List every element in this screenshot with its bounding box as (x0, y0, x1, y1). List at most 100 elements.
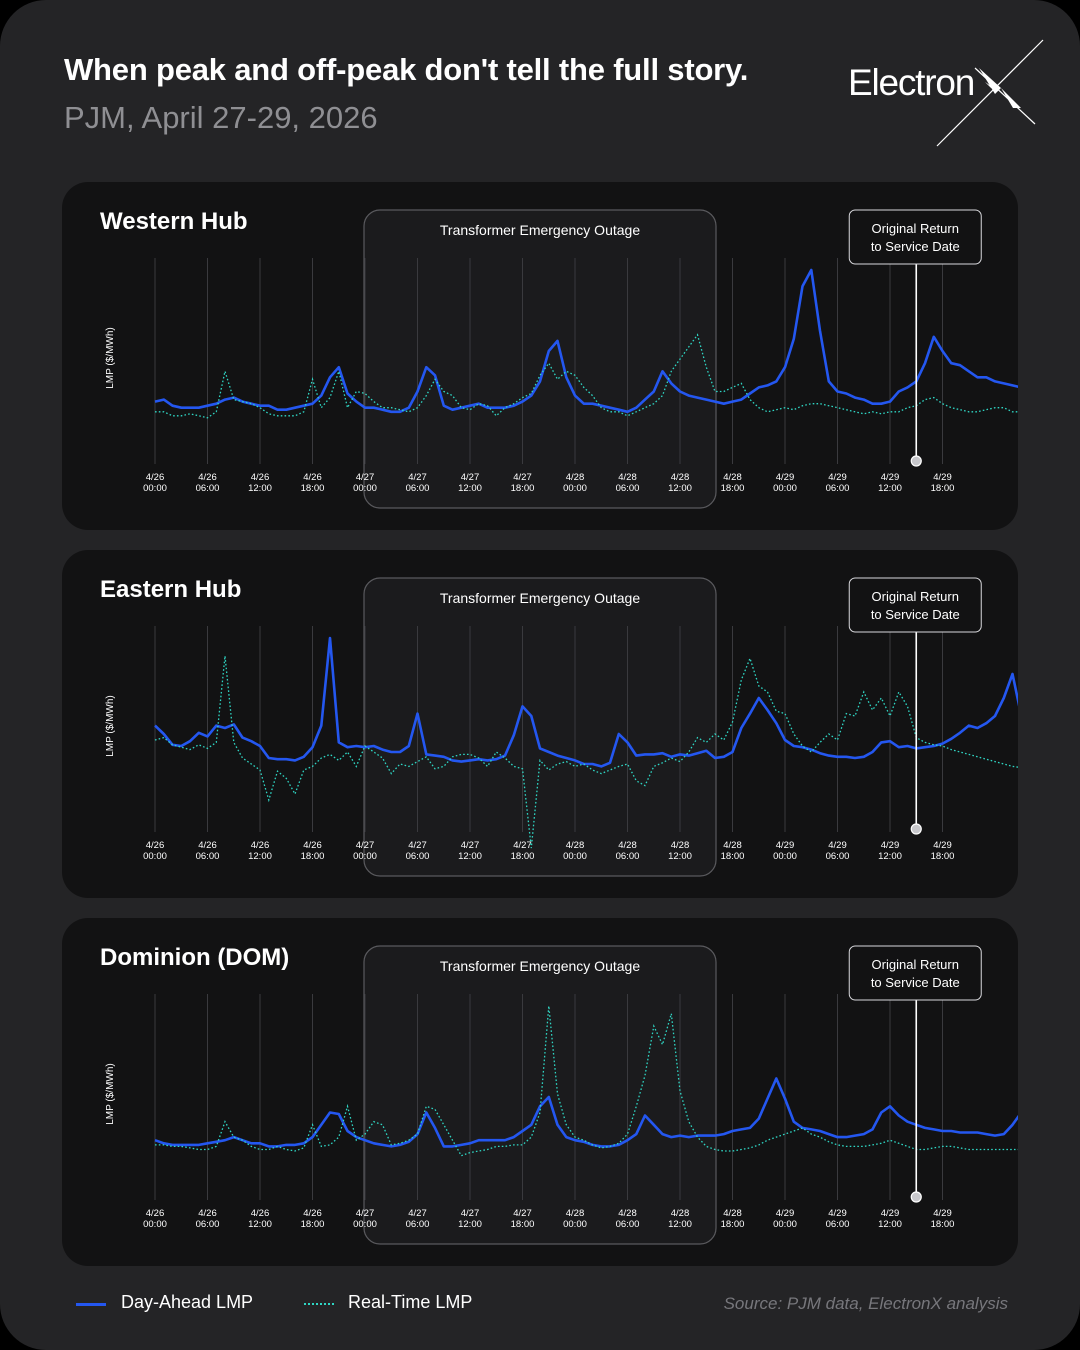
outage-label: Transformer Emergency Outage (440, 222, 640, 238)
x-tick-label-time: 12:00 (248, 1219, 272, 1230)
chart-panel-eastern-hub: Eastern Hub 4/26 00:00 4/26 06:00 4/26 12:00 4… (62, 550, 1018, 898)
x-tick-label-time: 00:00 (353, 1219, 377, 1230)
x-tick-label-time: 06:00 (826, 851, 850, 862)
outage-label: Transformer Emergency Outage (440, 590, 640, 606)
x-tick-label-time: 00:00 (563, 1219, 587, 1230)
x-tick-label-date: 4/27 (408, 1208, 427, 1219)
x-tick-label-date: 4/27 (513, 472, 532, 483)
return-label-box (848, 209, 982, 265)
x-tick-label-time: 18:00 (301, 483, 325, 494)
x-tick-label-date: 4/27 (461, 472, 480, 483)
x-tick-label-date: 4/28 (723, 840, 742, 851)
legend-label-day-ahead: Day-Ahead LMP (121, 1292, 254, 1312)
return-marker-dot (910, 1191, 922, 1203)
x-tick-label-time: 00:00 (563, 483, 587, 494)
return-label-line2: to Service Date (871, 607, 960, 622)
y-axis-label: LMP ($/MWh) (105, 1063, 116, 1125)
outage-window (363, 577, 717, 877)
x-tick-label-time: 18:00 (931, 1219, 955, 1230)
x-tick-label-time: 12:00 (668, 851, 692, 862)
x-tick-label-date: 4/27 (513, 840, 532, 851)
x-tick-label-date: 4/27 (356, 472, 375, 483)
x-tick-label-time: 18:00 (721, 483, 745, 494)
page-title: When peak and off-peak don't tell the fu… (64, 52, 749, 87)
x-tick-label-time: 18:00 (721, 851, 745, 862)
x-tick-label-time: 18:00 (511, 851, 535, 862)
chart-eastern-hub: 4/2600:004/2606:004/2612:004/2618:004/27… (105, 577, 1018, 877)
x-tick-label-date: 4/28 (723, 1208, 742, 1219)
x-tick-label-time: 06:00 (406, 851, 430, 862)
x-tick-label-date: 4/26 (198, 1208, 217, 1219)
x-tick-label-date: 4/26 (146, 1208, 165, 1219)
x-tick-label-time: 00:00 (773, 1219, 797, 1230)
x-tick-label-time: 12:00 (458, 483, 482, 494)
chart-panel-western-hub: Western Hub 4/26 00:00 4/26 06:00 4/26 12:00 4… (62, 182, 1018, 530)
return-label-line1: Original Return (872, 957, 959, 972)
return-label-line1: Original Return (872, 589, 959, 604)
x-tick-label-time: 12:00 (878, 851, 902, 862)
x-tick-label-date: 4/27 (356, 840, 375, 851)
series-real-time-line (155, 1005, 1018, 1157)
series-real-time-line (155, 333, 1018, 419)
x-tick-label-time: 18:00 (511, 483, 535, 494)
x-tick-label-date: 4/28 (671, 1208, 690, 1219)
x-tick-label-date: 4/26 (146, 840, 165, 851)
chart-panel-dominion: Dominion (DOM) 4/26 00:00 4/26 06:00 4/26 12:… (62, 918, 1018, 1266)
x-tick-label-date: 4/28 (723, 472, 742, 483)
x-tick-label-date: 4/28 (671, 472, 690, 483)
x-tick-label-date: 4/26 (303, 1208, 322, 1219)
x-tick-label-date: 4/28 (618, 472, 637, 483)
outage-label: Transformer Emergency Outage (440, 958, 640, 974)
y-axis-label: LMP ($/MWh) (105, 327, 116, 389)
legend-swatch-day-ahead (76, 1303, 106, 1306)
x-tick-label-date: 4/29 (776, 1208, 795, 1219)
return-label-box (848, 577, 982, 633)
x-tick-label-date: 4/29 (828, 840, 847, 851)
source-note: Source: PJM data, ElectronX analysis (723, 1294, 1008, 1313)
x-tick-label-time: 06:00 (616, 851, 640, 862)
x-tick-label-date: 4/29 (776, 840, 795, 851)
x-tick-label-date: 4/28 (618, 1208, 637, 1219)
return-marker-dot (910, 455, 922, 467)
chart-western-hub: 4/2600:004/2606:004/2612:004/2618:004/27… (105, 209, 1018, 509)
x-tick-label-time: 18:00 (511, 1219, 535, 1230)
x-tick-label-time: 00:00 (353, 851, 377, 862)
x-tick-label-time: 12:00 (248, 851, 272, 862)
x-tick-label-date: 4/27 (408, 472, 427, 483)
series-day-ahead-line (154, 1077, 1018, 1148)
chart-dominion: 4/2600:004/2606:004/2612:004/2618:004/27… (105, 945, 1018, 1245)
x-tick-label-time: 06:00 (196, 1219, 220, 1230)
panel-title-western-hub: Western Hub (100, 208, 248, 235)
x-tick-label-time: 00:00 (353, 483, 377, 494)
x-tick-label-time: 06:00 (616, 483, 640, 494)
panel-title-dominion: Dominion (DOM) (100, 944, 290, 971)
outage-window (363, 209, 717, 509)
x-tick-label-date: 4/29 (881, 1208, 900, 1219)
x-tick-label-date: 4/26 (251, 1208, 270, 1219)
return-label-line2: to Service Date (871, 239, 960, 254)
x-tick-label-time: 18:00 (931, 483, 955, 494)
x-tick-label-date: 4/28 (671, 840, 690, 851)
x-tick-label-time: 00:00 (143, 483, 167, 494)
x-tick-label-time: 12:00 (878, 483, 902, 494)
x-tick-label-time: 06:00 (406, 483, 430, 494)
x-tick-label-date: 4/27 (461, 1208, 480, 1219)
x-logo-icon (936, 39, 1044, 147)
x-tick-label-date: 4/29 (828, 1208, 847, 1219)
x-tick-label-time: 18:00 (301, 1219, 325, 1230)
x-tick-label-time: 06:00 (196, 851, 220, 862)
x-tick-label-date: 4/28 (566, 1208, 585, 1219)
x-tick-label-time: 12:00 (668, 483, 692, 494)
x-tick-label-time: 12:00 (668, 1219, 692, 1230)
x-tick-label-date: 4/29 (933, 1208, 952, 1219)
x-tick-label-date: 4/29 (933, 472, 952, 483)
x-tick-label-date: 4/29 (828, 472, 847, 483)
x-tick-label-time: 00:00 (563, 851, 587, 862)
series-day-ahead-line (154, 268, 1018, 414)
series-day-ahead-line (154, 636, 1018, 768)
x-tick-label-date: 4/26 (251, 840, 270, 851)
x-tick-label-date: 4/27 (461, 840, 480, 851)
logo-wordmark: Electron (848, 62, 975, 103)
x-tick-label-time: 06:00 (826, 1219, 850, 1230)
panel-title-eastern-hub: Eastern Hub (100, 576, 242, 603)
